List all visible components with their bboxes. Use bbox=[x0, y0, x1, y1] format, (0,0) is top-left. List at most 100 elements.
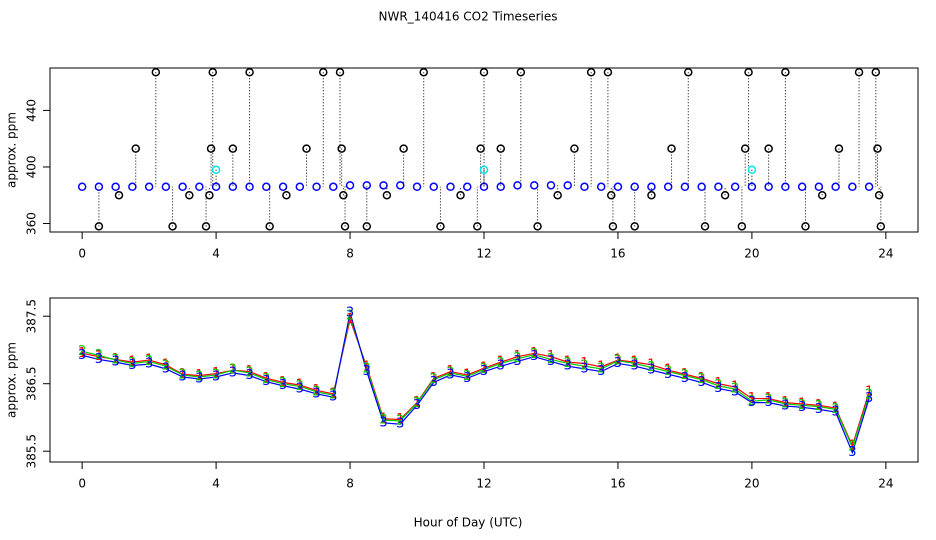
data-point bbox=[533, 222, 542, 231]
point-glyph: 1 bbox=[145, 353, 153, 368]
data-point bbox=[185, 190, 194, 200]
point-glyph: 1 bbox=[848, 438, 856, 453]
data-point bbox=[265, 222, 274, 231]
data-point bbox=[382, 190, 392, 200]
x-tick-label: 24 bbox=[878, 477, 893, 491]
data-point bbox=[831, 182, 840, 192]
data-point bbox=[797, 182, 807, 192]
point-glyph: 1 bbox=[748, 391, 756, 406]
point-glyph: 3 bbox=[631, 359, 639, 374]
data-point bbox=[684, 67, 693, 77]
point-glyph: 3 bbox=[513, 354, 521, 369]
data-point bbox=[479, 165, 489, 175]
x-tick-label: 8 bbox=[346, 247, 354, 261]
data-point bbox=[854, 67, 864, 77]
point-glyph: 2 bbox=[831, 402, 839, 417]
point-glyph: 3 bbox=[848, 445, 856, 460]
y-tick-label: 360 bbox=[25, 212, 39, 235]
point-glyph: 2 bbox=[614, 353, 622, 368]
x-tick-label: 24 bbox=[878, 247, 893, 261]
point-glyph: 1 bbox=[631, 355, 639, 370]
point-glyph: 3 bbox=[547, 354, 555, 369]
series-line bbox=[82, 313, 870, 449]
data-point bbox=[339, 190, 348, 200]
series-line bbox=[82, 312, 870, 455]
data-point bbox=[496, 144, 505, 153]
point-glyph: 3 bbox=[245, 368, 253, 383]
point-glyph: 2 bbox=[145, 354, 153, 369]
point-glyph: 1 bbox=[831, 401, 839, 416]
y-axis-label: approx. ppm bbox=[5, 112, 19, 188]
point-glyph: 2 bbox=[597, 361, 605, 376]
point-glyph: 3 bbox=[480, 364, 488, 379]
point-glyph: 2 bbox=[195, 369, 203, 384]
point-glyph: 3 bbox=[195, 371, 203, 386]
data-point bbox=[77, 182, 87, 192]
point-glyph: 3 bbox=[229, 365, 237, 380]
data-point bbox=[603, 67, 613, 77]
data-point bbox=[871, 67, 881, 77]
data-point bbox=[412, 182, 422, 192]
point-glyph: 3 bbox=[430, 375, 438, 390]
data-point bbox=[178, 182, 187, 192]
data-point bbox=[801, 222, 810, 231]
data-point bbox=[228, 182, 238, 192]
point-glyph: 2 bbox=[245, 365, 253, 380]
data-point bbox=[613, 182, 623, 192]
data-point bbox=[663, 182, 673, 192]
x-tick-label: 16 bbox=[610, 477, 625, 491]
point-glyph: 3 bbox=[865, 391, 873, 406]
data-point bbox=[667, 144, 676, 153]
data-point bbox=[553, 190, 562, 200]
data-point bbox=[456, 190, 465, 200]
point-glyph: 1 bbox=[296, 378, 304, 393]
point-glyph: 1 bbox=[396, 412, 404, 427]
data-point bbox=[396, 181, 405, 190]
data-point bbox=[580, 182, 589, 192]
point-glyph: 1 bbox=[698, 371, 706, 386]
point-glyph: 2 bbox=[513, 351, 521, 366]
data-point bbox=[262, 182, 271, 192]
data-point bbox=[335, 67, 345, 77]
point-glyph: 2 bbox=[128, 356, 136, 371]
x-tick-label: 8 bbox=[346, 477, 354, 491]
point-glyph: 1 bbox=[781, 395, 789, 410]
point-glyph: 1 bbox=[765, 391, 773, 406]
point-glyph: 3 bbox=[145, 357, 153, 372]
point-glyph: 2 bbox=[480, 362, 488, 377]
point-glyph: 1 bbox=[430, 371, 438, 386]
data-point bbox=[496, 182, 505, 192]
point-glyph: 1 bbox=[714, 376, 722, 391]
point-glyph: 2 bbox=[111, 353, 119, 368]
x-tick-label: 20 bbox=[744, 247, 759, 261]
data-point bbox=[630, 222, 639, 231]
point-glyph: 2 bbox=[413, 396, 421, 411]
data-point bbox=[144, 182, 154, 192]
data-point bbox=[864, 182, 874, 192]
point-glyph: 2 bbox=[748, 394, 756, 409]
data-point bbox=[680, 182, 690, 192]
point-glyph: 1 bbox=[681, 367, 689, 382]
point-glyph: 1 bbox=[329, 386, 337, 401]
point-glyph: 1 bbox=[95, 349, 103, 364]
point-glyph: 2 bbox=[229, 363, 237, 378]
data-point bbox=[161, 182, 171, 192]
data-point bbox=[697, 182, 706, 192]
data-point bbox=[312, 182, 321, 192]
data-point bbox=[245, 67, 254, 77]
data-point bbox=[345, 181, 355, 190]
point-glyph: 3 bbox=[162, 361, 170, 376]
data-point bbox=[114, 190, 124, 200]
point-glyph: 3 bbox=[798, 400, 806, 415]
point-glyph: 2 bbox=[363, 361, 371, 376]
point-glyph: 3 bbox=[497, 359, 505, 374]
point-glyph: 2 bbox=[262, 372, 270, 387]
point-glyph: 3 bbox=[714, 381, 722, 396]
point-glyph: 1 bbox=[480, 361, 488, 376]
data-point bbox=[111, 182, 120, 192]
point-glyph: 1 bbox=[312, 383, 320, 398]
data-point bbox=[516, 67, 526, 77]
point-glyph: 3 bbox=[681, 371, 689, 386]
point-glyph: 3 bbox=[212, 369, 220, 384]
